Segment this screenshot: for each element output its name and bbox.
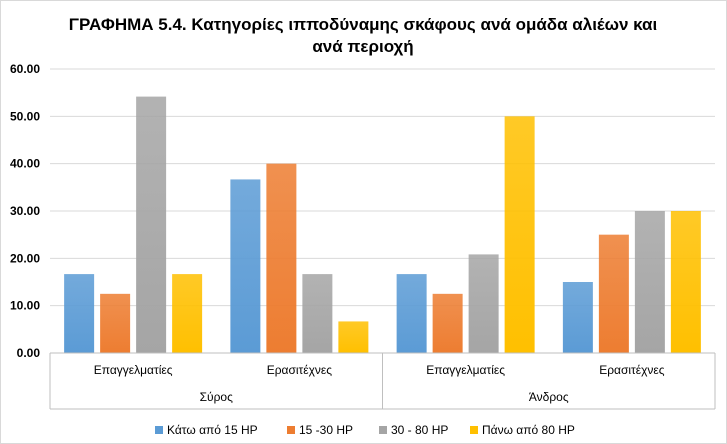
y-tick-label: 50.00 bbox=[10, 109, 40, 123]
bar bbox=[432, 293, 463, 353]
bar bbox=[100, 293, 131, 353]
bar bbox=[266, 163, 297, 353]
y-tick-label: 60.00 bbox=[10, 62, 40, 76]
chart-title-line: ΓΡΑΦΗΜΑ 5.4. Κατηγορίες ιπποδύναμης σκάφ… bbox=[69, 15, 658, 34]
bar bbox=[598, 234, 629, 353]
legend-swatch bbox=[287, 426, 295, 434]
category-label: Επαγγελματίες bbox=[94, 363, 173, 377]
bar bbox=[338, 321, 369, 353]
legend-label: Κάτω από 15 HP bbox=[167, 423, 258, 437]
chart-title-line: ανά περιοχή bbox=[312, 37, 413, 56]
bar bbox=[468, 254, 499, 353]
category-label: Ερασιτέχνες bbox=[599, 363, 665, 377]
y-tick-label: 0.00 bbox=[17, 346, 41, 360]
y-tick-label: 30.00 bbox=[10, 204, 40, 218]
bar bbox=[562, 282, 593, 353]
legend-label: Πάνω από 80 HP bbox=[482, 423, 575, 437]
legend-swatch bbox=[379, 426, 387, 434]
legend-swatch bbox=[155, 426, 163, 434]
y-tick-label: 20.00 bbox=[10, 251, 40, 265]
bar bbox=[396, 274, 427, 353]
bar bbox=[302, 274, 333, 353]
bar bbox=[172, 274, 203, 353]
bar bbox=[230, 179, 261, 353]
bar bbox=[634, 211, 665, 353]
bar bbox=[504, 116, 535, 353]
y-tick-label: 40.00 bbox=[10, 157, 40, 171]
legend-swatch bbox=[470, 426, 478, 434]
y-tick-label: 10.00 bbox=[10, 299, 40, 313]
category-label: Ερασιτέχνες bbox=[267, 363, 333, 377]
legend-label: 30 - 80 HP bbox=[391, 423, 448, 437]
bar bbox=[136, 96, 167, 353]
bar bbox=[64, 274, 95, 353]
group-label: Σύρος bbox=[200, 390, 233, 404]
legend-label: 15 -30 HP bbox=[299, 423, 353, 437]
bar bbox=[670, 211, 701, 353]
group-label: Άνδρος bbox=[529, 390, 569, 404]
category-label: Επαγγελματίες bbox=[426, 363, 505, 377]
